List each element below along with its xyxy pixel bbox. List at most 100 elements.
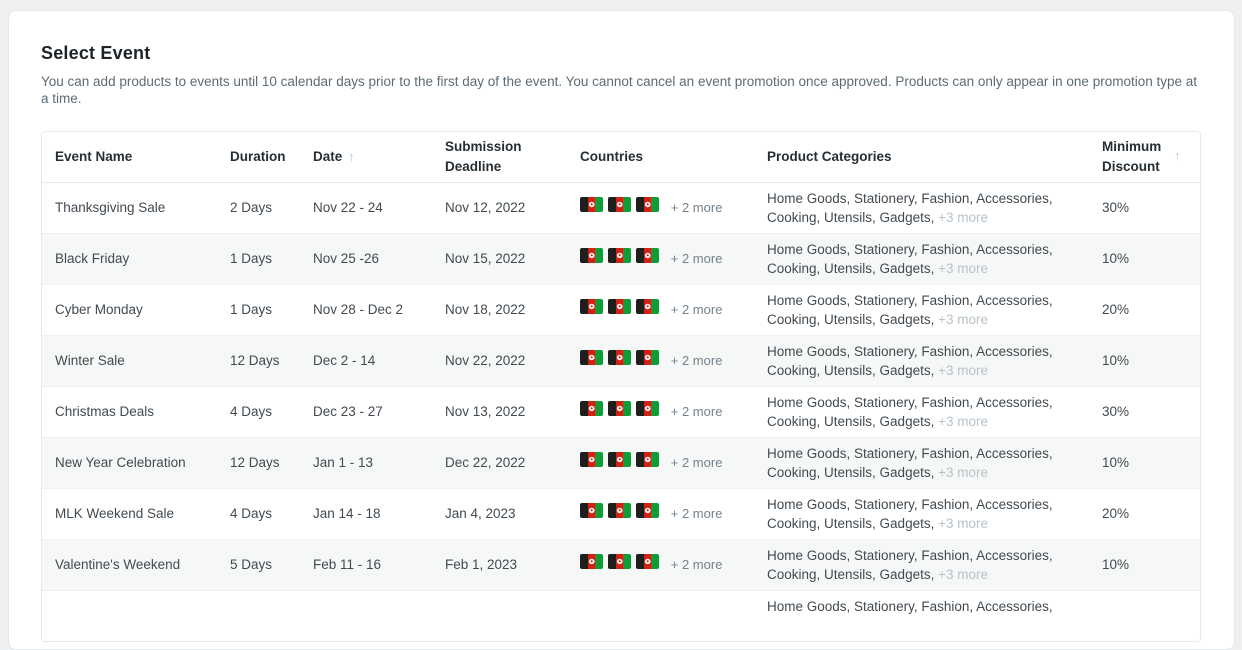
- countries-cell: + 2 more: [567, 488, 754, 539]
- countries-cell: [567, 590, 754, 641]
- afghanistan-flag-icon: [636, 197, 659, 213]
- event-row[interactable]: Christmas Deals 4 Days Dec 23 - 27 Nov 1…: [42, 386, 1200, 437]
- date-cell: [300, 590, 432, 641]
- countries-more-link[interactable]: + 2 more: [670, 353, 723, 369]
- countries-more-link[interactable]: + 2 more: [670, 455, 723, 471]
- event-row[interactable]: New Year Celebration 12 Days Jan 1 - 13 …: [42, 437, 1200, 488]
- countries-cell: + 2 more: [567, 284, 754, 335]
- categories-more-link[interactable]: +3 more: [938, 515, 989, 531]
- countries-more-link[interactable]: + 2 more: [670, 200, 723, 216]
- countries-cell: + 2 more: [567, 335, 754, 386]
- col-header-product-categories[interactable]: Product Categories: [754, 132, 1089, 182]
- minimum-discount-cell: 20%: [1102, 301, 1130, 317]
- country-flags: [580, 554, 664, 570]
- countries-cell: + 2 more: [567, 386, 754, 437]
- sort-up-arrow-icon[interactable]: ↑: [1174, 148, 1181, 164]
- event-row[interactable]: Cyber Monday 1 Days Nov 28 - Dec 2 Nov 1…: [42, 284, 1200, 335]
- afghanistan-flag-icon: [580, 401, 603, 417]
- afghanistan-flag-icon: [636, 554, 659, 570]
- afghanistan-flag-icon: [608, 401, 631, 417]
- sort-up-arrow-icon[interactable]: ↑: [348, 148, 355, 164]
- countries-more-link[interactable]: + 2 more: [670, 302, 723, 318]
- categories-line-1: Home Goods, Stationery, Fashion, Accesso…: [767, 547, 1053, 563]
- afghanistan-flag-icon: [608, 350, 631, 366]
- event-name-cell: Thanksgiving Sale: [55, 199, 166, 215]
- categories-line-1: Home Goods, Stationery, Fashion, Accesso…: [767, 598, 1053, 614]
- event-row[interactable]: Black Friday 1 Days Nov 25 -26 Nov 15, 2…: [42, 233, 1200, 284]
- minimum-discount-cell: 10%: [1102, 250, 1130, 266]
- col-header-date[interactable]: Date ↑: [300, 132, 432, 182]
- categories-line-1: Home Goods, Stationery, Fashion, Accesso…: [767, 496, 1053, 512]
- countries-more-link[interactable]: + 2 more: [670, 404, 723, 420]
- date-cell: Nov 22 - 24: [313, 199, 383, 215]
- minimum-discount-cell: 30%: [1102, 403, 1130, 419]
- event-row[interactable]: Thanksgiving Sale 2 Days Nov 22 - 24 Nov…: [42, 182, 1200, 233]
- duration-cell: 4 Days: [230, 505, 273, 521]
- col-label: Event Name: [55, 148, 133, 164]
- date-cell: Feb 11 - 16: [313, 556, 382, 572]
- afghanistan-flag-icon: [608, 554, 631, 570]
- col-header-event-name[interactable]: Event Name: [42, 132, 217, 182]
- duration-cell: 2 Days: [230, 199, 273, 215]
- col-label: Product Categories: [767, 148, 892, 164]
- event-name-cell: MLK Weekend Sale: [55, 505, 175, 521]
- afghanistan-flag-icon: [580, 299, 603, 315]
- countries-more-link[interactable]: + 2 more: [670, 506, 723, 522]
- countries-more-link[interactable]: + 2 more: [670, 557, 723, 573]
- date-cell: Jan 14 - 18: [313, 505, 381, 521]
- country-flags: [580, 248, 664, 264]
- event-row-partial[interactable]: Home Goods, Stationery, Fashion, Accesso…: [42, 590, 1200, 641]
- country-flags: [580, 503, 664, 519]
- product-categories-cell: Home Goods, Stationery, Fashion, Accesso…: [754, 182, 1089, 233]
- afghanistan-flag-icon: [636, 350, 659, 366]
- submission-deadline-cell: Nov 12, 2022: [445, 199, 526, 215]
- afghanistan-flag-icon: [580, 503, 603, 519]
- event-name-cell: New Year Celebration: [55, 454, 186, 470]
- categories-more-link[interactable]: +3 more: [938, 413, 989, 429]
- minimum-discount-cell: 30%: [1102, 199, 1130, 215]
- categories-line-2: Cooking, Utensils, Gadgets,: [767, 311, 935, 327]
- afghanistan-flag-icon: [580, 248, 603, 264]
- duration-cell: 5 Days: [230, 556, 273, 572]
- event-row[interactable]: MLK Weekend Sale 4 Days Jan 14 - 18 Jan …: [42, 488, 1200, 539]
- minimum-discount-cell: 20%: [1102, 505, 1130, 521]
- submission-deadline-cell: Feb 1, 2023: [445, 556, 518, 572]
- categories-more-link[interactable]: +3 more: [938, 311, 989, 327]
- afghanistan-flag-icon: [580, 452, 603, 468]
- afghanistan-flag-icon: [608, 248, 631, 264]
- countries-cell: + 2 more: [567, 437, 754, 488]
- categories-line-2: Cooking, Utensils, Gadgets,: [767, 362, 935, 378]
- date-cell: Dec 2 - 14: [313, 352, 376, 368]
- categories-more-link[interactable]: +3 more: [938, 566, 989, 582]
- col-header-submission-deadline[interactable]: Submission Deadline: [432, 132, 567, 182]
- categories-more-link[interactable]: +3 more: [938, 260, 989, 276]
- date-cell: Dec 23 - 27: [313, 403, 383, 419]
- afghanistan-flag-icon: [580, 554, 603, 570]
- event-row[interactable]: Winter Sale 12 Days Dec 2 - 14 Nov 22, 2…: [42, 335, 1200, 386]
- categories-line-2: Cooking, Utensils, Gadgets,: [767, 209, 935, 225]
- categories-line-1: Home Goods, Stationery, Fashion, Accesso…: [767, 343, 1053, 359]
- col-header-countries[interactable]: Countries: [567, 132, 754, 182]
- categories-more-link[interactable]: +3 more: [938, 464, 989, 480]
- categories-more-link[interactable]: +3 more: [938, 209, 989, 225]
- product-categories-cell: Home Goods, Stationery, Fashion, Accesso…: [754, 539, 1089, 590]
- submission-deadline-cell: Nov 22, 2022: [445, 352, 526, 368]
- event-name-cell: [42, 590, 217, 641]
- col-header-minimum-discount[interactable]: Minimum Discount ↑: [1089, 132, 1200, 182]
- minimum-discount-cell: 10%: [1102, 352, 1130, 368]
- afghanistan-flag-icon: [636, 452, 659, 468]
- categories-line-1: Home Goods, Stationery, Fashion, Accesso…: [767, 190, 1053, 206]
- categories-line-2: Cooking, Utensils, Gadgets,: [767, 260, 935, 276]
- countries-more-link[interactable]: + 2 more: [670, 251, 723, 267]
- event-row[interactable]: Valentine's Weekend 5 Days Feb 11 - 16 F…: [42, 539, 1200, 590]
- categories-more-link[interactable]: +3 more: [938, 362, 989, 378]
- col-label: Date: [313, 148, 343, 164]
- categories-line-1: Home Goods, Stationery, Fashion, Accesso…: [767, 394, 1053, 410]
- date-cell: Nov 25 -26: [313, 250, 380, 266]
- duration-cell: [217, 590, 300, 641]
- col-header-duration[interactable]: Duration: [217, 132, 300, 182]
- duration-cell: 4 Days: [230, 403, 273, 419]
- date-cell: Jan 1 - 13: [313, 454, 374, 470]
- country-flags: [580, 299, 664, 315]
- afghanistan-flag-icon: [580, 197, 603, 213]
